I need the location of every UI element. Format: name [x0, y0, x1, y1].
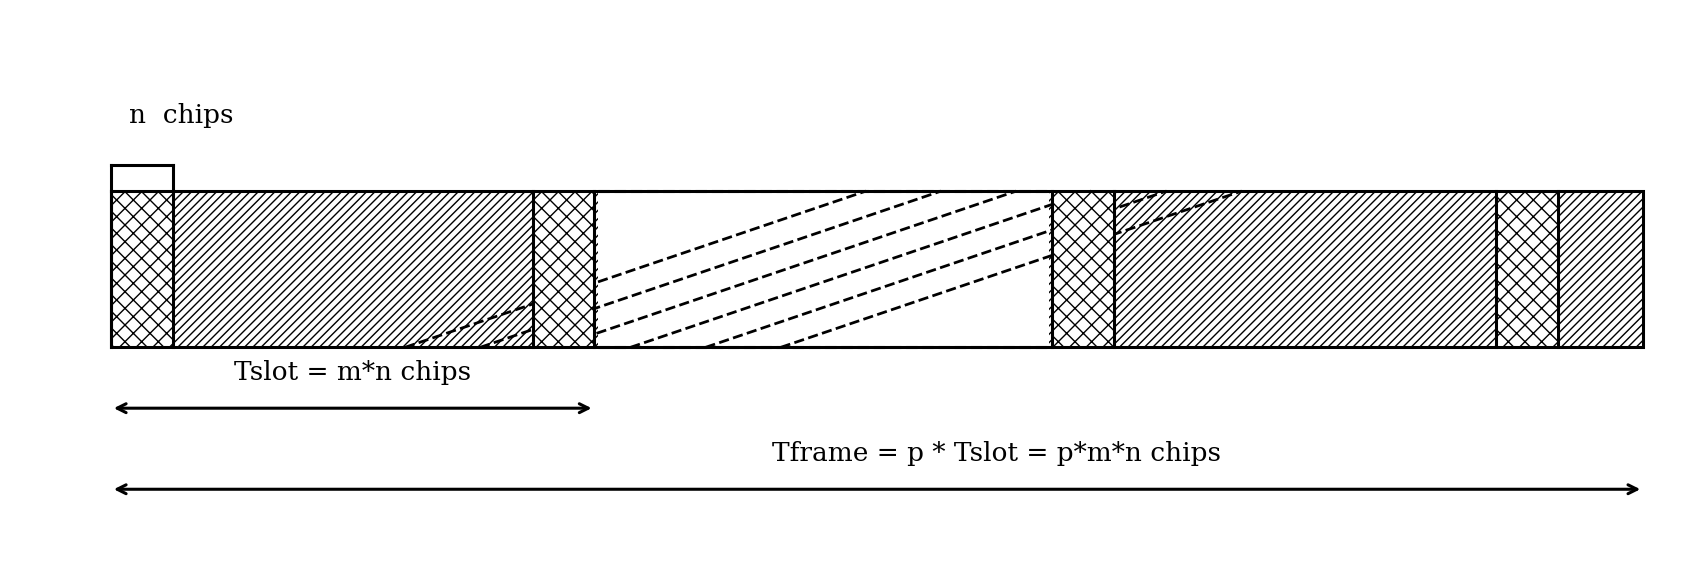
Text: Tframe = p * Tslot = p*m*n chips: Tframe = p * Tslot = p*m*n chips [772, 441, 1221, 466]
Bar [172, 191, 594, 347]
Bar [1113, 191, 1495, 347]
Text: Tslot = m*n chips: Tslot = m*n chips [234, 360, 471, 385]
Bar [111, 191, 172, 347]
Bar [1495, 191, 1557, 347]
Bar [111, 191, 1642, 347]
Bar [1557, 191, 1642, 347]
Text: n  chips: n chips [130, 103, 234, 129]
Bar [1052, 191, 1113, 347]
Bar [594, 191, 597, 347]
Bar [111, 191, 1642, 347]
Bar [533, 191, 594, 347]
Bar [1048, 191, 1052, 347]
